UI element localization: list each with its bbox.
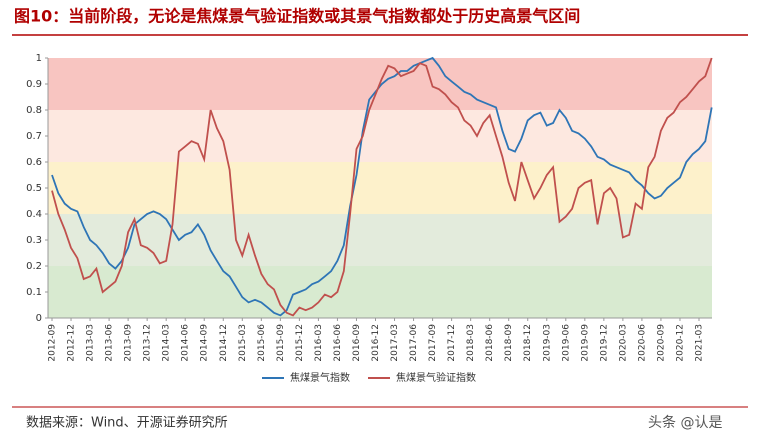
x-tick-label: 2020-09 — [656, 324, 666, 362]
x-tick-label: 2020-06 — [637, 324, 647, 362]
x-tick-label: 2014-09 — [200, 324, 210, 362]
x-tick-label: 2017-03 — [390, 324, 400, 362]
y-tick-label: 0 — [36, 313, 42, 324]
y-tick-label: 0.3 — [26, 235, 42, 246]
x-tick-label: 2012-12 — [67, 324, 77, 362]
y-tick-label: 0.1 — [26, 287, 42, 298]
chart-title: 图10：当前阶段，无论是焦煤景气验证指数或其景气指数都处于历史高景气区间 — [14, 7, 580, 26]
legend-label: 焦煤景气验证指数 — [396, 371, 476, 384]
x-tick-label: 2012-09 — [48, 324, 58, 362]
x-tick-label: 2013-03 — [86, 324, 96, 362]
x-tick-label: 2020-03 — [618, 324, 628, 362]
x-tick-label: 2018-12 — [523, 324, 533, 362]
y-tick-label: 0.7 — [26, 131, 42, 142]
x-tick-label: 2019-03 — [542, 324, 552, 362]
x-tick-label: 2016-09 — [352, 324, 362, 362]
y-tick-label: 0.9 — [26, 79, 42, 90]
x-tick-label: 2015-06 — [257, 324, 267, 362]
watermark: 头条 @认是 — [648, 414, 722, 431]
x-tick-label: 2017-12 — [447, 324, 457, 362]
y-tick-label: 1 — [36, 53, 42, 64]
x-tick-label: 2013-06 — [105, 324, 115, 362]
x-tick-label: 2013-12 — [143, 324, 153, 362]
x-tick-label: 2017-06 — [409, 324, 419, 362]
x-tick-label: 2018-06 — [485, 324, 495, 362]
x-tick-label: 2015-03 — [238, 324, 248, 362]
x-tick-label: 2015-09 — [276, 324, 286, 362]
x-tick-label: 2014-03 — [162, 324, 172, 362]
band — [48, 110, 712, 162]
x-tick-label: 2016-06 — [333, 324, 343, 362]
x-tick-label: 2021-03 — [695, 324, 705, 362]
series-line — [51, 57, 713, 317]
x-tick-label: 2019-06 — [561, 324, 571, 362]
x-tick-label: 2015-12 — [295, 324, 305, 362]
x-tick-label: 2018-09 — [504, 324, 514, 362]
x-tick-label: 2019-09 — [580, 324, 590, 362]
x-tick-label: 2020-12 — [675, 324, 685, 362]
x-tick-label: 2014-06 — [181, 324, 191, 362]
source-note: 数据来源：Wind、开源证券研究所 — [26, 415, 228, 431]
y-tick-label: 0.2 — [26, 261, 42, 272]
x-tick-label: 2018-03 — [466, 324, 476, 362]
y-tick-label: 0.4 — [26, 209, 42, 220]
y-tick-label: 0.5 — [26, 183, 42, 194]
series-line — [51, 56, 713, 317]
x-tick-label: 2013-09 — [124, 324, 134, 362]
x-tick-label: 2017-09 — [428, 324, 438, 362]
y-tick-label: 0.8 — [26, 105, 42, 116]
legend-label: 焦煤景气指数 — [290, 371, 350, 384]
x-tick-label: 2019-12 — [599, 324, 609, 362]
band — [48, 162, 712, 214]
band — [48, 214, 712, 266]
x-tick-label: 2016-12 — [371, 324, 381, 362]
band — [48, 266, 712, 318]
x-tick-label: 2016-03 — [314, 324, 324, 362]
y-tick-label: 0.6 — [26, 157, 42, 168]
x-tick-label: 2014-12 — [219, 324, 229, 362]
